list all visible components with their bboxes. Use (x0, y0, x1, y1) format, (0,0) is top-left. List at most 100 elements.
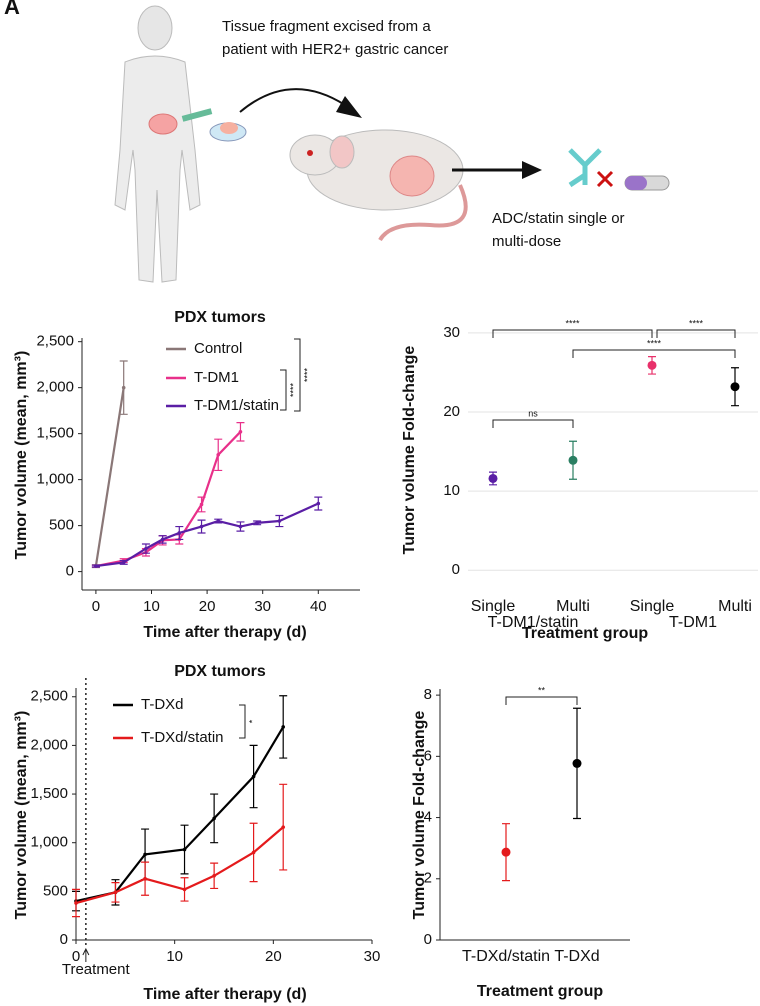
series-line (75, 726, 285, 903)
data-point (647, 360, 657, 370)
significance-label: * (247, 719, 257, 723)
x-tick-label: 0 (72, 948, 80, 965)
data-point (238, 524, 243, 529)
data-point (199, 524, 204, 529)
data-point (216, 453, 221, 457)
significance-label: **** (565, 318, 580, 328)
significance-bracket (239, 704, 246, 739)
y-tick-label: 500 (49, 517, 74, 534)
data-point (113, 890, 118, 895)
x-tick-label: Single (471, 598, 516, 615)
data-point (216, 519, 221, 523)
y-tick-label: 0 (66, 563, 74, 580)
y-tick-label: 30 (443, 324, 460, 341)
x-tick-label: T-DXd (554, 948, 599, 965)
data-point (212, 816, 216, 821)
treatment-label: Treatment (62, 961, 131, 978)
data-point (488, 473, 498, 483)
data-point (281, 825, 286, 829)
y-tick-label: 0 (60, 931, 68, 948)
chart-title: PDX tumors (174, 309, 266, 326)
x-tick-label: 10 (166, 948, 183, 965)
data-point (316, 501, 321, 506)
data-point (177, 531, 182, 535)
data-point (121, 560, 126, 565)
x-tick-label: 40 (310, 598, 327, 615)
y-tick-label: 2,000 (30, 736, 68, 753)
y-tick-label: 10 (443, 482, 460, 499)
y-tick-label: 20 (443, 403, 460, 420)
illustration (114, 5, 670, 283)
data-point (568, 455, 578, 465)
significance-bracket (505, 696, 578, 705)
x-axis-label: Treatment group (522, 625, 648, 642)
y-tick-label: 1,500 (36, 425, 74, 442)
x-tick-label: 0 (92, 598, 100, 615)
y-tick-label: 2,500 (30, 688, 68, 705)
data-point (251, 850, 256, 855)
data-point (501, 847, 511, 857)
data-point (121, 385, 126, 390)
significance-label: ns (528, 408, 538, 418)
y-tick-label: 0 (424, 931, 432, 948)
x-tick-label: T-DXd/statin (462, 948, 550, 965)
series-line (94, 387, 125, 567)
data-point (730, 382, 740, 392)
data-point (212, 873, 216, 878)
x-tick-label: Single (630, 598, 675, 615)
panel-label: A (4, 0, 20, 19)
group-label: T-DM1/statin (488, 614, 579, 631)
significance-bracket (492, 329, 653, 338)
x-tick-label: 30 (254, 598, 271, 615)
y-tick-label: 1,000 (36, 471, 74, 488)
legend-label: T-DXd/statin (141, 729, 224, 746)
data-point (255, 521, 259, 525)
significance-bracket (572, 349, 736, 358)
significance-label: **** (288, 383, 298, 398)
significance-bracket (656, 329, 736, 338)
data-point (572, 758, 582, 768)
y-axis-label: Tumor volume (mean, mm³) (13, 711, 30, 920)
y-tick-label: 2,000 (36, 379, 74, 396)
legend-label: T-DM1/statin (194, 397, 279, 414)
x-axis-label: Time after therapy (d) (143, 624, 306, 641)
y-axis-label: Tumor volume Fold-change (401, 346, 418, 555)
chart-title: PDX tumors (174, 663, 266, 680)
group-label: T-DM1 (669, 614, 717, 631)
significance-label: **** (647, 338, 662, 348)
data-point (94, 564, 98, 568)
data-point (199, 502, 204, 507)
series-line (75, 826, 284, 905)
data-point (182, 887, 187, 892)
data-point (277, 519, 282, 523)
y-tick-label: 8 (424, 686, 432, 703)
treatment-arrow (82, 947, 90, 962)
x-axis-label: Time after therapy (d) (143, 986, 306, 1003)
data-point (144, 546, 148, 551)
data-point (160, 537, 165, 542)
legend-label: Control (194, 340, 242, 357)
x-tick-label: 20 (265, 948, 282, 965)
y-axis-label: Tumor volume Fold-change (411, 711, 428, 920)
legend-label: T-DXd (141, 696, 184, 713)
y-tick-label: 1,500 (30, 785, 68, 802)
data-point (238, 430, 243, 434)
caption: ADC/statin single or (492, 210, 625, 227)
y-axis-label: Tumor volume (mean, mm³) (13, 351, 30, 560)
x-tick-label: Multi (556, 598, 590, 615)
significance-label: **** (302, 368, 312, 383)
y-tick-label: 4 (424, 809, 432, 826)
y-tick-label: 0 (452, 561, 460, 578)
y-tick-label: 2,500 (36, 333, 74, 350)
x-axis-label: Treatment group (477, 983, 603, 1000)
x-tick-label: Multi (718, 598, 752, 615)
data-point (182, 847, 187, 852)
data-point (281, 725, 286, 729)
significance-bracket (492, 419, 574, 428)
y-tick-label: 1,000 (30, 834, 68, 851)
caption: patient with HER2+ gastric cancer (222, 41, 448, 58)
data-point (143, 852, 147, 857)
caption: Tissue fragment excised from a (222, 18, 431, 35)
data-point (251, 774, 256, 779)
